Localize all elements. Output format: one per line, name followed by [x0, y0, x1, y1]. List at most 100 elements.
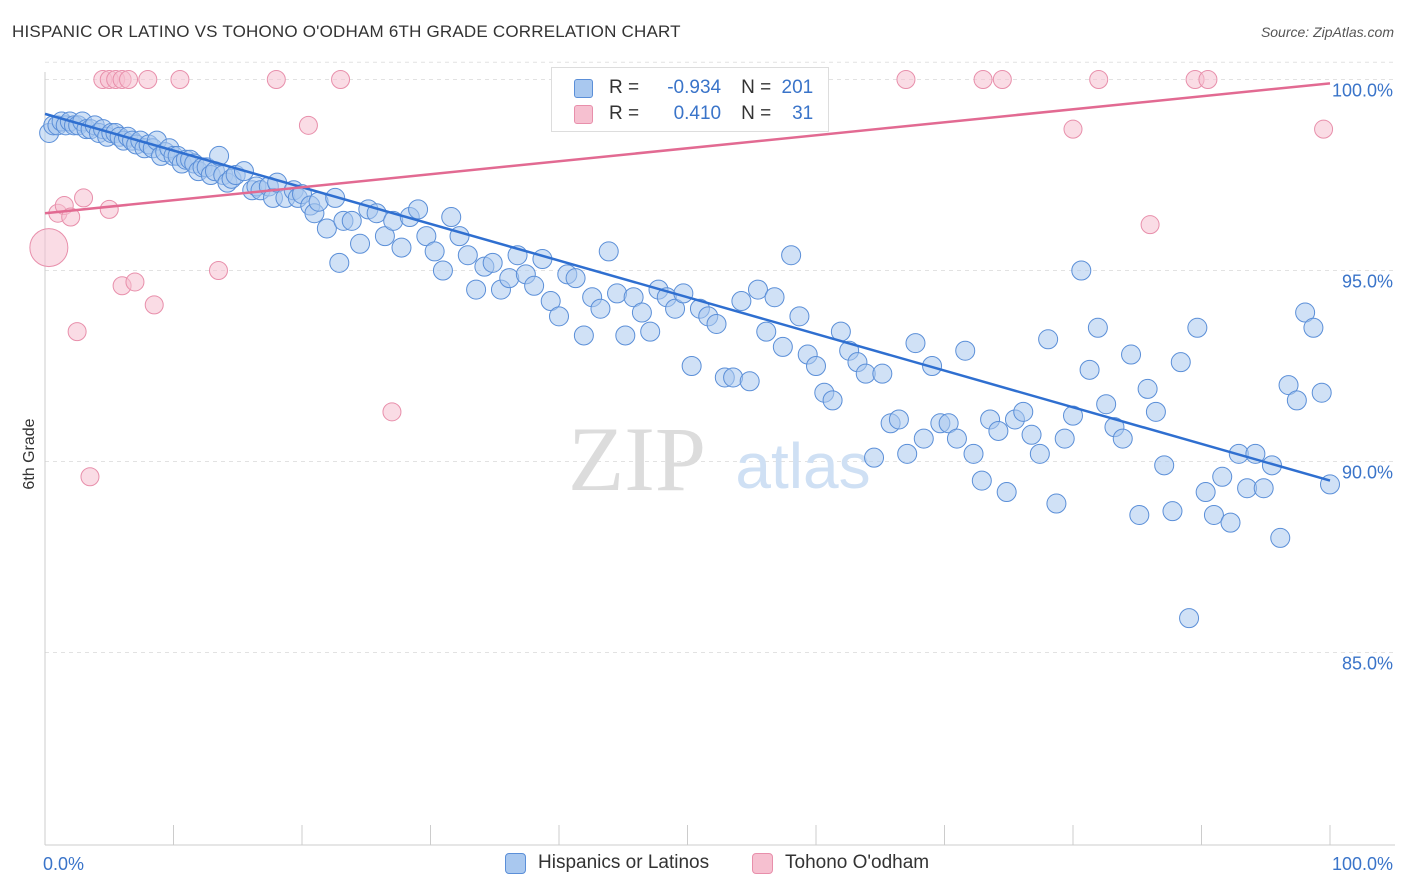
- data-point-tohono: [896, 70, 916, 89]
- data-point-hispanic: [549, 306, 569, 327]
- data-point-hispanic: [681, 356, 702, 376]
- data-point-hispanic: [955, 340, 976, 361]
- data-point-hispanic: [350, 233, 371, 254]
- n-value: 31: [792, 103, 814, 124]
- r-value: -0.934: [667, 77, 722, 98]
- data-point-hispanic: [789, 306, 810, 327]
- data-point-hispanic: [565, 268, 586, 289]
- data-point-tohono: [1140, 215, 1160, 235]
- data-point-tohono: [61, 207, 81, 227]
- legend-row-tohono: R = 0.410 N = 31: [574, 102, 813, 126]
- data-point-hispanic: [1303, 317, 1324, 338]
- data-point-hispanic: [822, 390, 843, 411]
- data-point-tohono: [973, 70, 993, 89]
- grid-lines: [45, 61, 1395, 653]
- data-point-tohono: [170, 70, 190, 89]
- y-tick-label: 85.0%: [1342, 654, 1393, 674]
- data-point-hispanic: [391, 237, 412, 258]
- data-point-hispanic: [872, 363, 893, 384]
- data-point-hispanic: [416, 226, 437, 247]
- data-point-hispanic: [1145, 401, 1166, 422]
- correlation-legend: R = -0.934 N = 201 R = 0.410 N = 31: [551, 67, 829, 132]
- trend-line-tohono: [44, 82, 1331, 215]
- data-point-hispanic: [1162, 501, 1183, 522]
- data-point-tohono: [138, 70, 158, 89]
- data-point-hispanic: [1220, 512, 1241, 533]
- data-point-hispanic: [897, 443, 918, 464]
- data-point-tohono: [331, 70, 351, 89]
- data-point-hispanic: [1038, 329, 1059, 350]
- n-label: N =: [741, 103, 772, 124]
- data-point-tohono: [125, 272, 145, 292]
- data-point-hispanic: [640, 321, 661, 342]
- data-point-hispanic: [1071, 260, 1092, 281]
- data-point-tohono: [266, 70, 286, 89]
- swatch-pink: [574, 104, 593, 124]
- data-point-hispanic: [1046, 493, 1067, 514]
- data-point-tohono: [1063, 119, 1083, 139]
- data-point-hispanic: [1121, 344, 1142, 365]
- data-point-hispanic: [996, 482, 1017, 503]
- data-point-hispanic: [615, 325, 636, 346]
- data-point-hispanic: [1270, 527, 1291, 548]
- watermark-atlas: atlas: [735, 430, 870, 502]
- data-point-tohono: [99, 199, 119, 219]
- trend-line-hispanic: [44, 112, 1331, 482]
- n-value: 201: [781, 77, 814, 98]
- data-point-hispanic: [524, 275, 545, 296]
- legend-row-hispanic: R = -0.934 N = 201: [574, 76, 813, 100]
- data-point-hispanic: [573, 325, 594, 346]
- n-label: N =: [741, 77, 772, 98]
- data-point-hispanic: [988, 420, 1009, 441]
- data-point-tohono: [80, 467, 100, 487]
- data-point-hispanic: [1112, 428, 1133, 449]
- data-point-hispanic: [1154, 455, 1175, 476]
- axes: [44, 72, 1395, 846]
- swatch-pink: [752, 852, 773, 874]
- trend-lines: [44, 82, 1331, 482]
- data-point-hispanic: [1179, 608, 1200, 629]
- data-point-hispanic: [963, 443, 984, 464]
- data-point-hispanic: [764, 287, 785, 308]
- x-tick-label: 100.0%: [1332, 854, 1393, 874]
- y-axis-label: 6th Grade: [21, 418, 38, 489]
- data-point-hispanic: [441, 207, 462, 228]
- data-point-hispanic: [864, 447, 885, 468]
- data-point-hispanic: [913, 428, 934, 449]
- data-point-hispanic: [1286, 390, 1307, 411]
- data-point-hispanic: [1195, 482, 1216, 503]
- y-tick-label: 95.0%: [1342, 272, 1393, 292]
- r-label: R =: [609, 103, 640, 124]
- data-point-tohono: [29, 228, 69, 268]
- data-point-hispanic: [1170, 352, 1191, 373]
- data-point-hispanic: [482, 252, 503, 273]
- data-point-hispanic: [1187, 317, 1208, 338]
- data-point-hispanic: [540, 291, 561, 312]
- data-point-hispanic: [1029, 443, 1050, 464]
- data-point-hispanic: [316, 218, 337, 239]
- data-point-hispanic: [1054, 428, 1075, 449]
- data-point-hispanic: [665, 298, 686, 319]
- swatch-blue: [574, 78, 593, 98]
- legend-label-tohono: Tohono O'odham: [785, 852, 930, 873]
- data-point-tohono: [992, 70, 1012, 89]
- tick-labels: 85.0% 90.0% 95.0% 100.0% 0.0% 100.0%: [43, 81, 1393, 875]
- data-point-hispanic: [466, 279, 487, 300]
- source-label: Source: ZipAtlas.com: [1260, 24, 1394, 40]
- data-point-hispanic: [905, 333, 926, 354]
- data-point-hispanic: [341, 210, 362, 231]
- data-point-hispanic: [499, 268, 520, 289]
- data-point-tohono: [1314, 119, 1334, 139]
- swatch-blue: [505, 852, 526, 874]
- data-point-tohono: [1198, 70, 1218, 89]
- data-point-tohono: [1089, 70, 1109, 89]
- data-point-tohono: [67, 322, 87, 342]
- data-point-tohono: [144, 295, 164, 315]
- data-point-hispanic: [731, 291, 752, 312]
- data-point-hispanic: [457, 245, 478, 266]
- data-point-hispanic: [590, 298, 611, 319]
- data-point-hispanic: [1253, 478, 1274, 499]
- data-point-hispanic: [607, 283, 628, 304]
- legend-item-tohono: Tohono O'odham: [752, 852, 929, 874]
